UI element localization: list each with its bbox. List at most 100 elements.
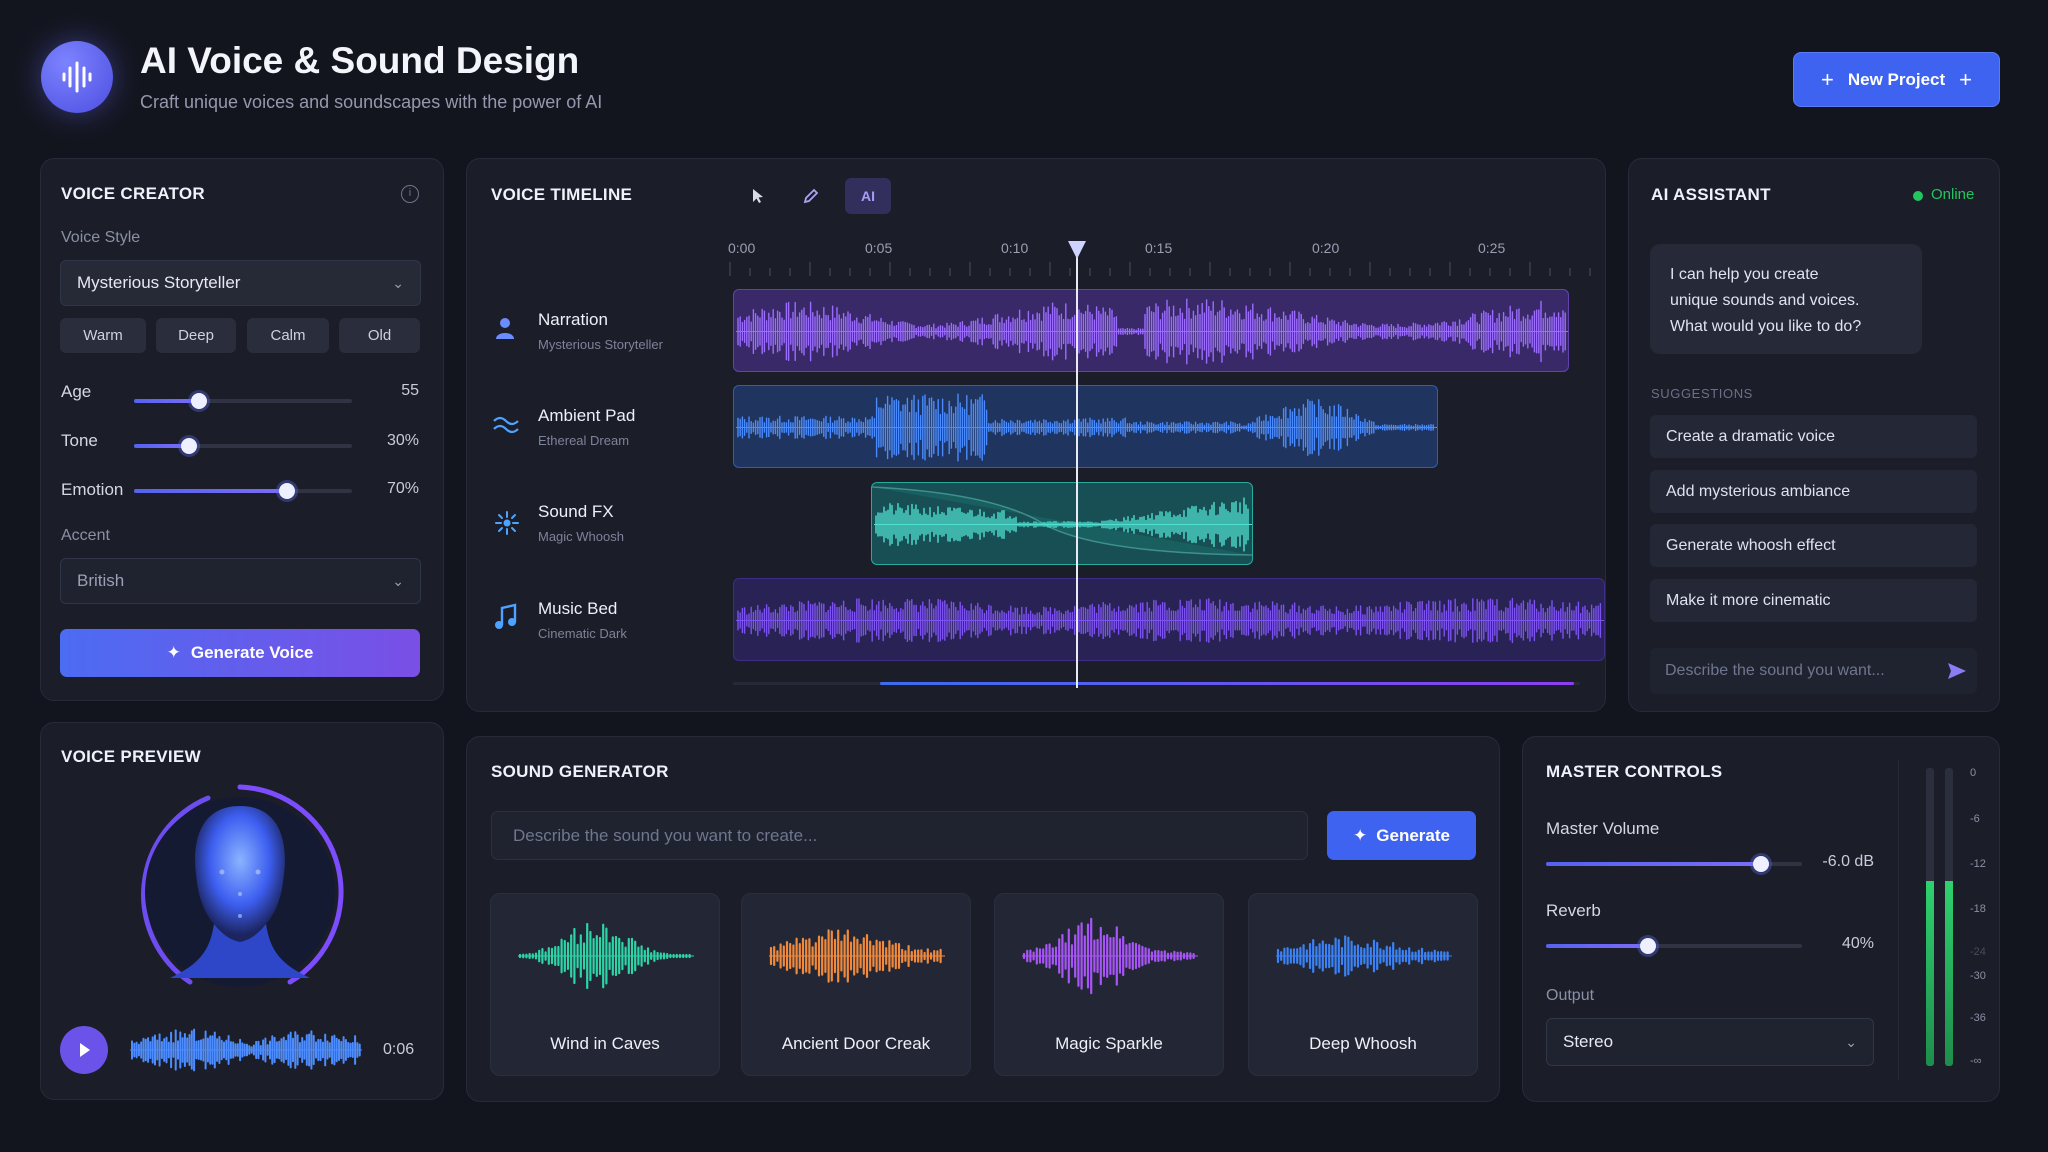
- sound-card-ancient-door-creak[interactable]: Ancient Door Creak: [741, 893, 971, 1076]
- plus-icon: +: [1959, 66, 1973, 92]
- voice-preview-title: VOICE PREVIEW: [61, 747, 201, 766]
- suggestion-item[interactable]: Generate whoosh effect: [1650, 524, 1977, 567]
- sound-prompt-input[interactable]: Describe the sound you want to create...: [491, 811, 1308, 860]
- reverb-fill: [1546, 944, 1649, 948]
- timeline-ruler[interactable]: 0:00 0:05 0:10 0:15 0:20 0:25: [728, 235, 1606, 280]
- chip-old[interactable]: Old: [339, 318, 420, 353]
- meter-scale-label: -12: [1970, 858, 1986, 870]
- suggestions-label: SUGGESTIONS: [1651, 386, 1753, 401]
- track-name-ambient-pad: Ambient Pad: [538, 406, 636, 425]
- accent-select[interactable]: British ⌄: [60, 558, 421, 604]
- ruler-tick-label: 0:05: [865, 240, 893, 256]
- preview-waveform[interactable]: [128, 1026, 364, 1074]
- magic-sparkle-waveform: [1022, 917, 1198, 995]
- generate-sound-button[interactable]: ✦ Generate: [1327, 811, 1476, 860]
- chip-calm[interactable]: Calm: [247, 318, 329, 353]
- tone-value: 30%: [386, 432, 419, 449]
- sound-card-label: Deep Whoosh: [1309, 1034, 1417, 1053]
- output-select[interactable]: Stereo ⌄: [1546, 1018, 1874, 1066]
- chevron-down-icon: ⌄: [392, 572, 404, 589]
- chip-warm[interactable]: Warm: [60, 318, 146, 353]
- reverb-value: 40%: [1841, 935, 1874, 952]
- voice-timeline-title: VOICE TIMELINE: [491, 185, 633, 204]
- play-icon: [80, 1043, 90, 1057]
- sound-card-magic-sparkle[interactable]: Magic Sparkle: [994, 893, 1224, 1076]
- emotion-label: Emotion: [61, 480, 124, 499]
- ruler-tick-label: 0:00: [728, 240, 756, 256]
- ai-tool-button[interactable]: AI: [845, 178, 891, 214]
- voice-style-label: Voice Style: [61, 229, 141, 246]
- pen-tool-button[interactable]: [789, 178, 833, 214]
- suggestion-item[interactable]: Create a dramatic voice: [1650, 415, 1977, 458]
- new-project-label: New Project: [1847, 69, 1946, 89]
- meter-scale-label: 0: [1970, 767, 1977, 779]
- waves-icon: [493, 415, 519, 440]
- playhead-handle[interactable]: [1068, 241, 1086, 259]
- tone-slider-track[interactable]: [134, 444, 352, 448]
- chevron-down-icon: ⌄: [392, 274, 404, 291]
- generate-voice-label: Generate Voice: [190, 643, 314, 662]
- pen-icon: [803, 188, 819, 204]
- meter-scale-label: -6: [1970, 813, 1980, 825]
- output-label: Output: [1546, 987, 1595, 1004]
- assistant-input[interactable]: Describe the sound you want...: [1650, 648, 1977, 694]
- level-meter-right-fill: [1945, 881, 1953, 1066]
- cursor-icon: [753, 189, 763, 203]
- voice-creator-panel: [40, 158, 444, 701]
- level-meter-left: [1926, 768, 1934, 1066]
- info-icon[interactable]: i: [401, 185, 419, 203]
- door-creak-waveform: [769, 929, 945, 983]
- meter-scale-label: -30: [1970, 970, 1986, 982]
- send-icon[interactable]: [1946, 660, 1968, 687]
- waveform-logo-icon: [62, 61, 92, 93]
- age-slider-track[interactable]: [134, 399, 352, 403]
- new-project-button[interactable]: + New Project +: [1793, 52, 2000, 107]
- sound-card-deep-whoosh[interactable]: Deep Whoosh: [1248, 893, 1478, 1076]
- age-label: Age: [61, 382, 92, 401]
- plus-icon: +: [1820, 66, 1834, 92]
- master-volume-knob[interactable]: [1753, 856, 1770, 872]
- chevron-down-icon: ⌄: [1845, 1033, 1857, 1050]
- playhead-line[interactable]: [1076, 250, 1078, 688]
- clip-ambient-pad[interactable]: [733, 385, 1438, 468]
- sound-card-wind-in-caves[interactable]: Wind in Caves: [490, 893, 720, 1076]
- voice-style-select[interactable]: Mysterious Storyteller ⌄: [60, 260, 421, 306]
- play-button[interactable]: [60, 1026, 108, 1074]
- emotion-slider-knob[interactable]: [278, 483, 295, 499]
- clip-sound-fx[interactable]: [871, 482, 1253, 565]
- master-volume-fill: [1546, 862, 1762, 866]
- output-value: Stereo: [1563, 1032, 1614, 1051]
- assistant-input-placeholder: Describe the sound you want...: [1665, 662, 1885, 679]
- generate-voice-button[interactable]: ✦ Generate Voice: [60, 629, 420, 677]
- ai-tool-label: AI: [861, 188, 875, 204]
- tone-slider-knob[interactable]: [180, 438, 197, 454]
- sound-prompt-placeholder: Describe the sound you want to create...: [513, 825, 818, 845]
- sparkle-icon: ✦: [166, 643, 181, 662]
- age-slider-knob[interactable]: [191, 393, 208, 409]
- reverb-track[interactable]: [1546, 944, 1802, 948]
- assistant-message-line: unique sounds and voices.: [1670, 292, 1860, 309]
- accent-value: British: [77, 571, 125, 590]
- music-note-icon: [494, 603, 518, 636]
- suggestion-item[interactable]: Add mysterious ambiance: [1650, 470, 1977, 513]
- chip-deep[interactable]: Deep: [156, 318, 236, 353]
- sound-card-label: Wind in Caves: [550, 1034, 660, 1053]
- ruler-tick-label: 0:10: [1001, 240, 1029, 256]
- track-name-sound-fx: Sound FX: [538, 502, 614, 521]
- track-name-music-bed: Music Bed: [538, 599, 618, 618]
- clip-music-bed[interactable]: [733, 578, 1605, 661]
- wind-waveform: [518, 922, 694, 990]
- select-tool-button[interactable]: [736, 178, 780, 214]
- clip-narration[interactable]: [733, 289, 1569, 372]
- track-sub-music-bed: Cinematic Dark: [538, 626, 627, 641]
- track-sub-ambient-pad: Ethereal Dream: [538, 433, 630, 448]
- timeline-scroll-thumb[interactable]: [880, 682, 1574, 685]
- reverb-knob[interactable]: [1640, 938, 1657, 954]
- track-sub-narration: Mysterious Storyteller: [538, 337, 663, 352]
- suggestion-item[interactable]: Make it more cinematic: [1650, 579, 1977, 622]
- person-icon: [494, 316, 516, 345]
- meter-divider: [1898, 760, 1899, 1080]
- age-value: 55: [401, 382, 419, 399]
- ruler-tick-label: 0:20: [1312, 240, 1340, 256]
- emotion-slider-fill: [134, 489, 287, 493]
